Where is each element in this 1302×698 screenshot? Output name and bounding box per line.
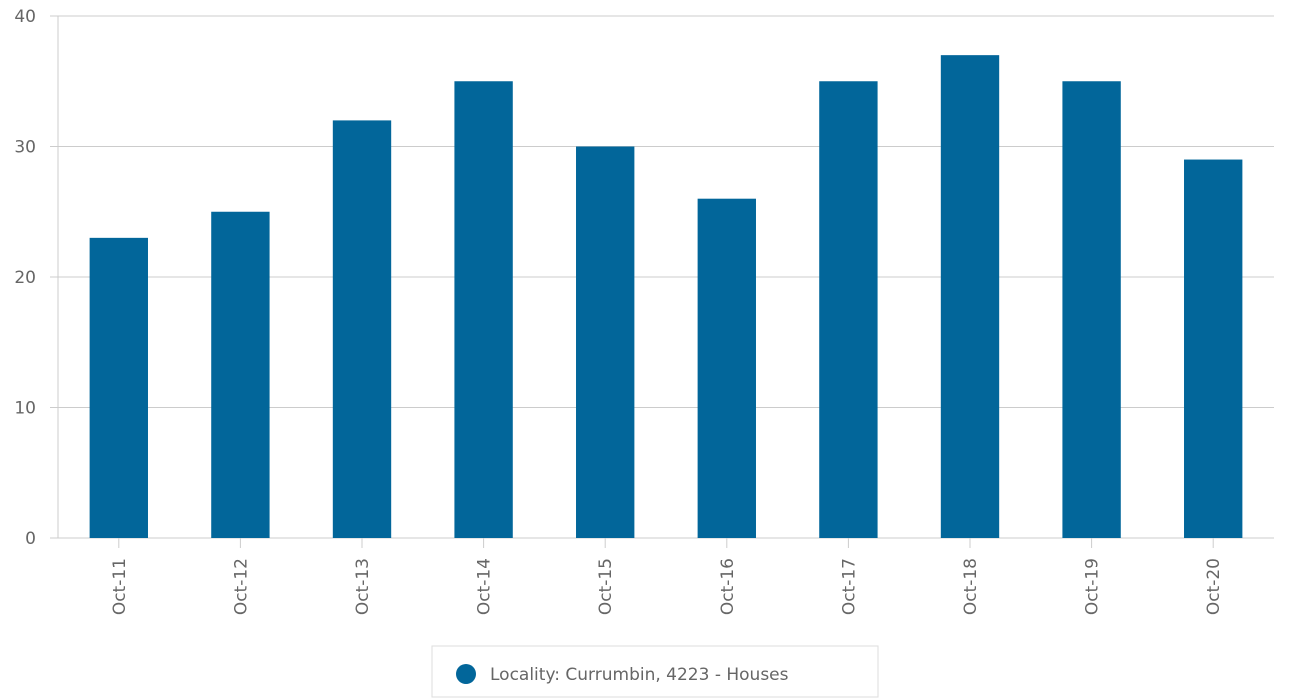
legend-marker xyxy=(456,664,476,684)
bar xyxy=(819,81,878,538)
bar xyxy=(1184,159,1243,539)
bar xyxy=(454,81,513,538)
bar xyxy=(697,198,756,538)
bar xyxy=(211,211,270,538)
x-tick-label: Oct-20 xyxy=(1204,558,1224,615)
bar xyxy=(332,120,392,539)
legend-label: Locality: Currumbin, 4223 - Houses xyxy=(490,665,789,685)
y-tick-label: 20 xyxy=(14,268,36,288)
x-tick-label: Oct-12 xyxy=(231,558,251,615)
y-tick-label: 30 xyxy=(14,138,36,158)
x-tick-label: Oct-19 xyxy=(1083,558,1103,615)
x-tick-label: Oct-16 xyxy=(718,558,738,615)
y-tick-label: 10 xyxy=(14,399,36,419)
bar xyxy=(89,237,148,538)
bar xyxy=(940,55,1000,539)
bar xyxy=(576,146,635,538)
x-tick-label: Oct-14 xyxy=(475,558,495,615)
legend-box xyxy=(431,645,879,698)
y-tick-label: 40 xyxy=(14,7,36,27)
x-tick-label: Oct-17 xyxy=(839,558,859,615)
bar xyxy=(1062,81,1121,538)
x-tick-label: Oct-13 xyxy=(353,558,373,615)
x-tick-label: Oct-11 xyxy=(110,558,130,615)
y-tick-label: 0 xyxy=(25,529,36,549)
x-tick-label: Oct-18 xyxy=(961,558,981,615)
x-tick-label: Oct-15 xyxy=(596,558,616,615)
